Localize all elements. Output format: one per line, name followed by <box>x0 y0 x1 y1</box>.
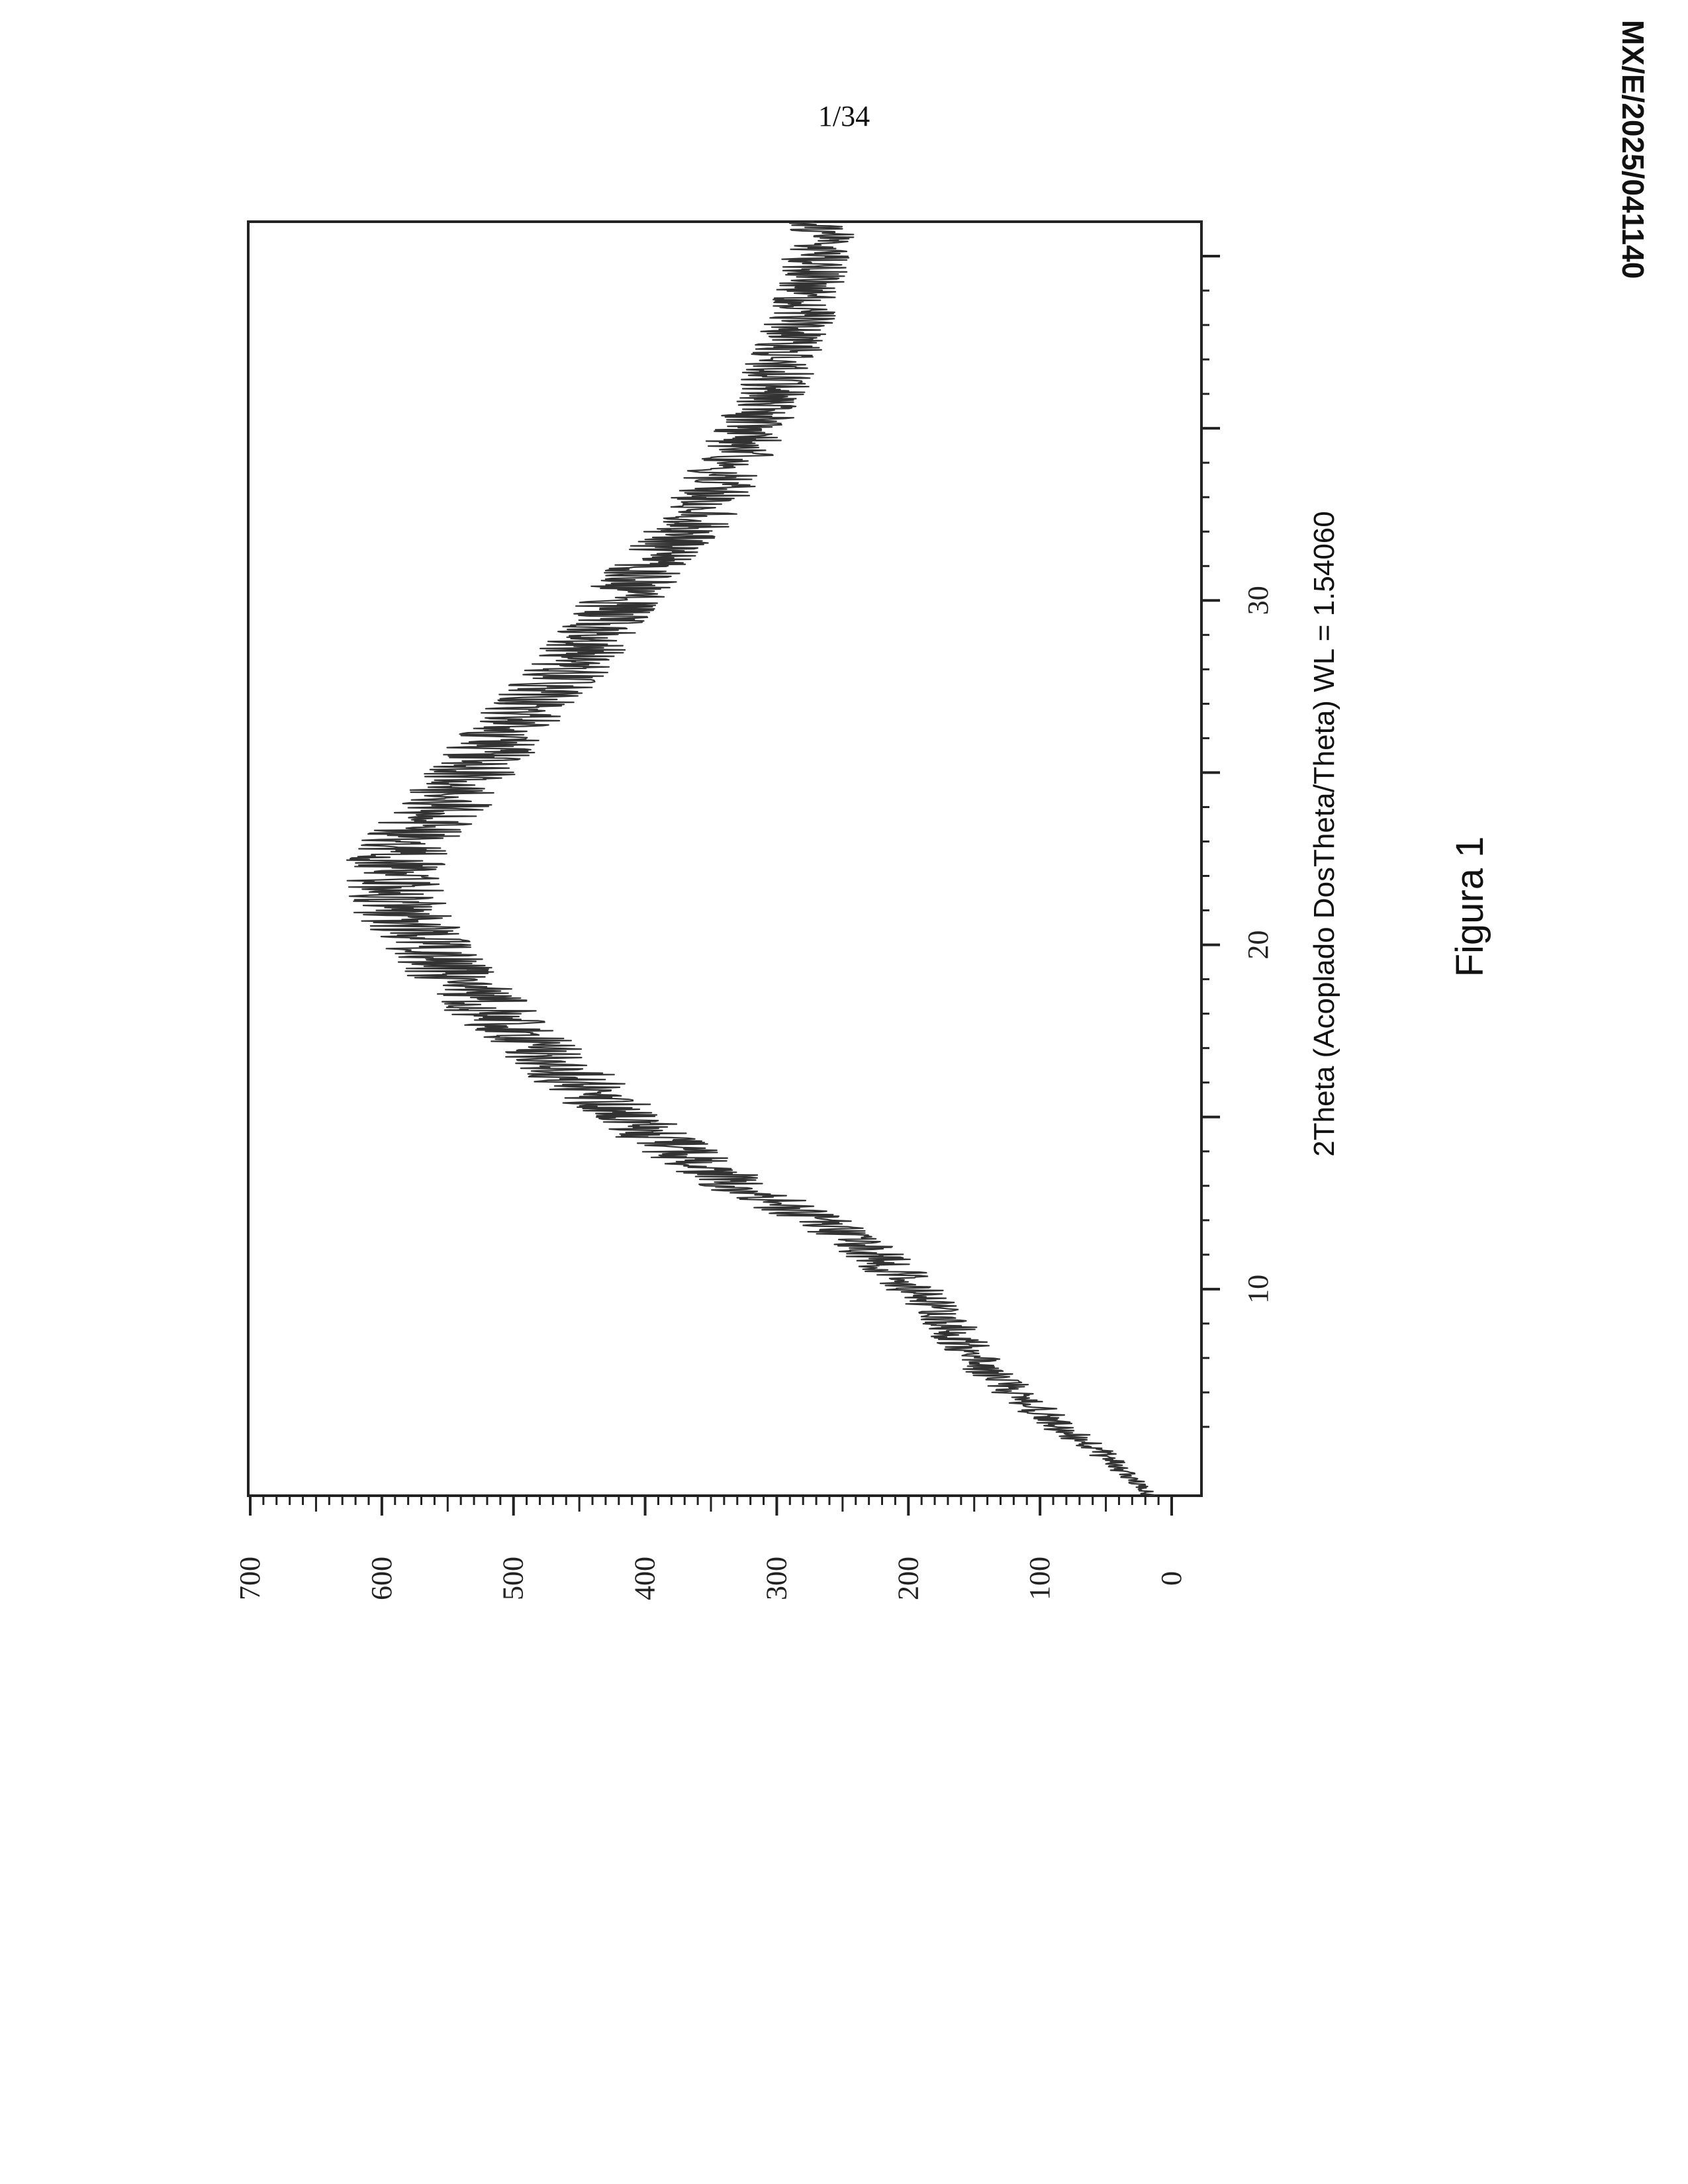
y-tick-label: 100 <box>1023 1557 1056 1600</box>
figure-caption: Figura 1 <box>1448 837 1491 978</box>
y-tick-label: 700 <box>234 1557 266 1600</box>
y-tick-label: 300 <box>760 1557 792 1600</box>
y-tick-label: 600 <box>365 1557 398 1600</box>
page-number: 1/34 <box>818 100 870 132</box>
x-tick-label: 10 <box>1242 1275 1274 1304</box>
axis-ticks: 0 100 200 300 400 500 600 700 10 20 30 <box>234 255 1274 1600</box>
y-tick-label: 200 <box>892 1557 924 1600</box>
plot-frame <box>247 220 1203 1497</box>
y-tick-label: 0 <box>1155 1571 1188 1586</box>
xrd-series-line-0 <box>346 220 1156 1497</box>
y-tick-label: 400 <box>629 1557 661 1600</box>
x-tick-label: 30 <box>1242 586 1274 615</box>
plot-area <box>247 220 1203 1497</box>
y-tick-label: 500 <box>497 1557 530 1600</box>
x-axis-label: 2Theta (Acoplado DosTheta/Theta) WL = 1.… <box>1308 511 1340 1157</box>
x-tick-label: 20 <box>1242 931 1274 960</box>
